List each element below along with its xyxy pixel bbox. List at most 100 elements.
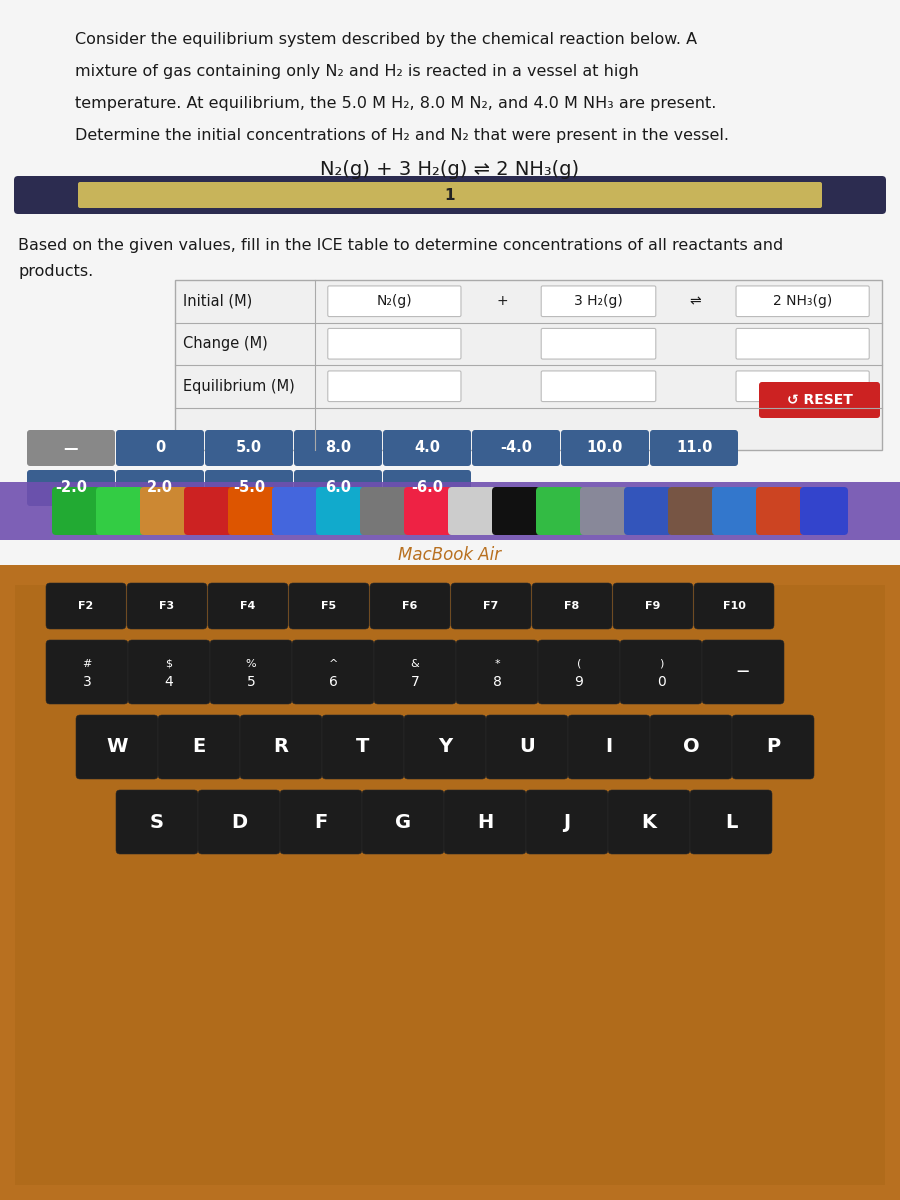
- Text: -5.0: -5.0: [233, 480, 266, 496]
- FancyBboxPatch shape: [370, 583, 450, 629]
- FancyBboxPatch shape: [444, 790, 526, 854]
- Text: -2.0: -2.0: [55, 480, 87, 496]
- Text: +: +: [496, 294, 508, 308]
- FancyBboxPatch shape: [127, 583, 207, 629]
- FancyBboxPatch shape: [383, 470, 471, 506]
- Text: H: H: [477, 812, 493, 832]
- Text: —: —: [64, 440, 78, 456]
- Text: mixture of gas containing only N₂ and H₂ is reacted in a vessel at high: mixture of gas containing only N₂ and H₂…: [75, 64, 639, 79]
- Text: Y: Y: [438, 738, 452, 756]
- Text: products.: products.: [18, 264, 94, 278]
- FancyBboxPatch shape: [294, 430, 382, 466]
- FancyBboxPatch shape: [736, 329, 869, 359]
- FancyBboxPatch shape: [536, 487, 584, 535]
- Text: N₂(g) + 3 H₂(g) ⇌ 2 NH₃(g): N₂(g) + 3 H₂(g) ⇌ 2 NH₃(g): [320, 160, 580, 179]
- Text: 0: 0: [657, 676, 665, 689]
- FancyBboxPatch shape: [568, 715, 650, 779]
- FancyBboxPatch shape: [140, 487, 188, 535]
- Text: F2: F2: [78, 601, 94, 611]
- FancyBboxPatch shape: [620, 640, 702, 704]
- Text: F9: F9: [645, 601, 661, 611]
- FancyBboxPatch shape: [78, 182, 822, 208]
- Text: 5: 5: [247, 676, 256, 689]
- FancyBboxPatch shape: [322, 715, 404, 779]
- FancyBboxPatch shape: [76, 715, 158, 779]
- FancyBboxPatch shape: [228, 487, 276, 535]
- FancyBboxPatch shape: [208, 583, 288, 629]
- Text: F3: F3: [159, 601, 175, 611]
- Text: —: —: [737, 666, 749, 678]
- Text: F10: F10: [723, 601, 745, 611]
- FancyBboxPatch shape: [328, 371, 461, 402]
- FancyBboxPatch shape: [404, 715, 486, 779]
- FancyBboxPatch shape: [272, 487, 320, 535]
- Text: N₂(g): N₂(g): [376, 294, 412, 308]
- Text: 1: 1: [445, 187, 455, 203]
- Text: $: $: [166, 659, 173, 668]
- Text: #: #: [82, 659, 92, 668]
- FancyBboxPatch shape: [472, 430, 560, 466]
- FancyBboxPatch shape: [328, 329, 461, 359]
- FancyBboxPatch shape: [690, 790, 772, 854]
- FancyBboxPatch shape: [240, 715, 322, 779]
- Text: -6.0: -6.0: [411, 480, 443, 496]
- Text: ⇌: ⇌: [689, 294, 701, 308]
- FancyBboxPatch shape: [362, 790, 444, 854]
- FancyBboxPatch shape: [451, 583, 531, 629]
- FancyBboxPatch shape: [116, 470, 204, 506]
- Text: 9: 9: [574, 676, 583, 689]
- FancyBboxPatch shape: [294, 470, 382, 506]
- FancyBboxPatch shape: [96, 487, 144, 535]
- Text: 0: 0: [155, 440, 165, 456]
- FancyBboxPatch shape: [448, 487, 496, 535]
- Text: &: &: [410, 659, 419, 668]
- Bar: [0, 565, 900, 1200]
- FancyBboxPatch shape: [158, 715, 240, 779]
- Text: 5.0: 5.0: [236, 440, 262, 456]
- Text: 4: 4: [165, 676, 174, 689]
- Text: temperature. At equilibrium, the 5.0 M H₂, 8.0 M N₂, and 4.0 M NH₃ are present.: temperature. At equilibrium, the 5.0 M H…: [75, 96, 716, 110]
- Text: F4: F4: [240, 601, 256, 611]
- FancyBboxPatch shape: [702, 640, 784, 704]
- Text: Determine the initial concentrations of H₂ and N₂ that were present in the vesse: Determine the initial concentrations of …: [75, 128, 729, 143]
- FancyBboxPatch shape: [27, 430, 115, 466]
- FancyBboxPatch shape: [52, 487, 100, 535]
- FancyBboxPatch shape: [328, 286, 461, 317]
- FancyBboxPatch shape: [694, 583, 774, 629]
- Text: J: J: [563, 812, 571, 832]
- FancyBboxPatch shape: [404, 487, 452, 535]
- Text: R: R: [274, 738, 289, 756]
- FancyBboxPatch shape: [360, 487, 408, 535]
- Text: 6.0: 6.0: [325, 480, 351, 496]
- Text: F8: F8: [564, 601, 580, 611]
- FancyBboxPatch shape: [756, 487, 804, 535]
- Text: Based on the given values, fill in the ICE table to determine concentrations of : Based on the given values, fill in the I…: [18, 238, 783, 253]
- FancyBboxPatch shape: [205, 430, 293, 466]
- FancyBboxPatch shape: [14, 176, 886, 214]
- FancyBboxPatch shape: [316, 487, 364, 535]
- Text: 6: 6: [328, 676, 338, 689]
- FancyBboxPatch shape: [736, 286, 869, 317]
- Text: MacBook Air: MacBook Air: [399, 546, 501, 564]
- FancyBboxPatch shape: [541, 371, 656, 402]
- FancyBboxPatch shape: [759, 382, 880, 418]
- FancyBboxPatch shape: [46, 583, 126, 629]
- Text: ): ): [659, 659, 663, 668]
- FancyBboxPatch shape: [198, 790, 280, 854]
- Text: K: K: [642, 812, 656, 832]
- Text: 4.0: 4.0: [414, 440, 440, 456]
- Text: S: S: [150, 812, 164, 832]
- FancyBboxPatch shape: [613, 583, 693, 629]
- FancyBboxPatch shape: [27, 470, 115, 506]
- Text: D: D: [231, 812, 248, 832]
- Text: T: T: [356, 738, 370, 756]
- FancyBboxPatch shape: [116, 430, 204, 466]
- FancyBboxPatch shape: [736, 371, 869, 402]
- FancyBboxPatch shape: [289, 583, 369, 629]
- FancyBboxPatch shape: [280, 790, 362, 854]
- Text: 2 NH₃(g): 2 NH₃(g): [773, 294, 833, 308]
- Text: Consider the equilibrium system described by the chemical reaction below. A: Consider the equilibrium system describe…: [75, 32, 698, 47]
- Text: ^: ^: [328, 659, 338, 668]
- FancyBboxPatch shape: [210, 640, 292, 704]
- Text: W: W: [106, 738, 128, 756]
